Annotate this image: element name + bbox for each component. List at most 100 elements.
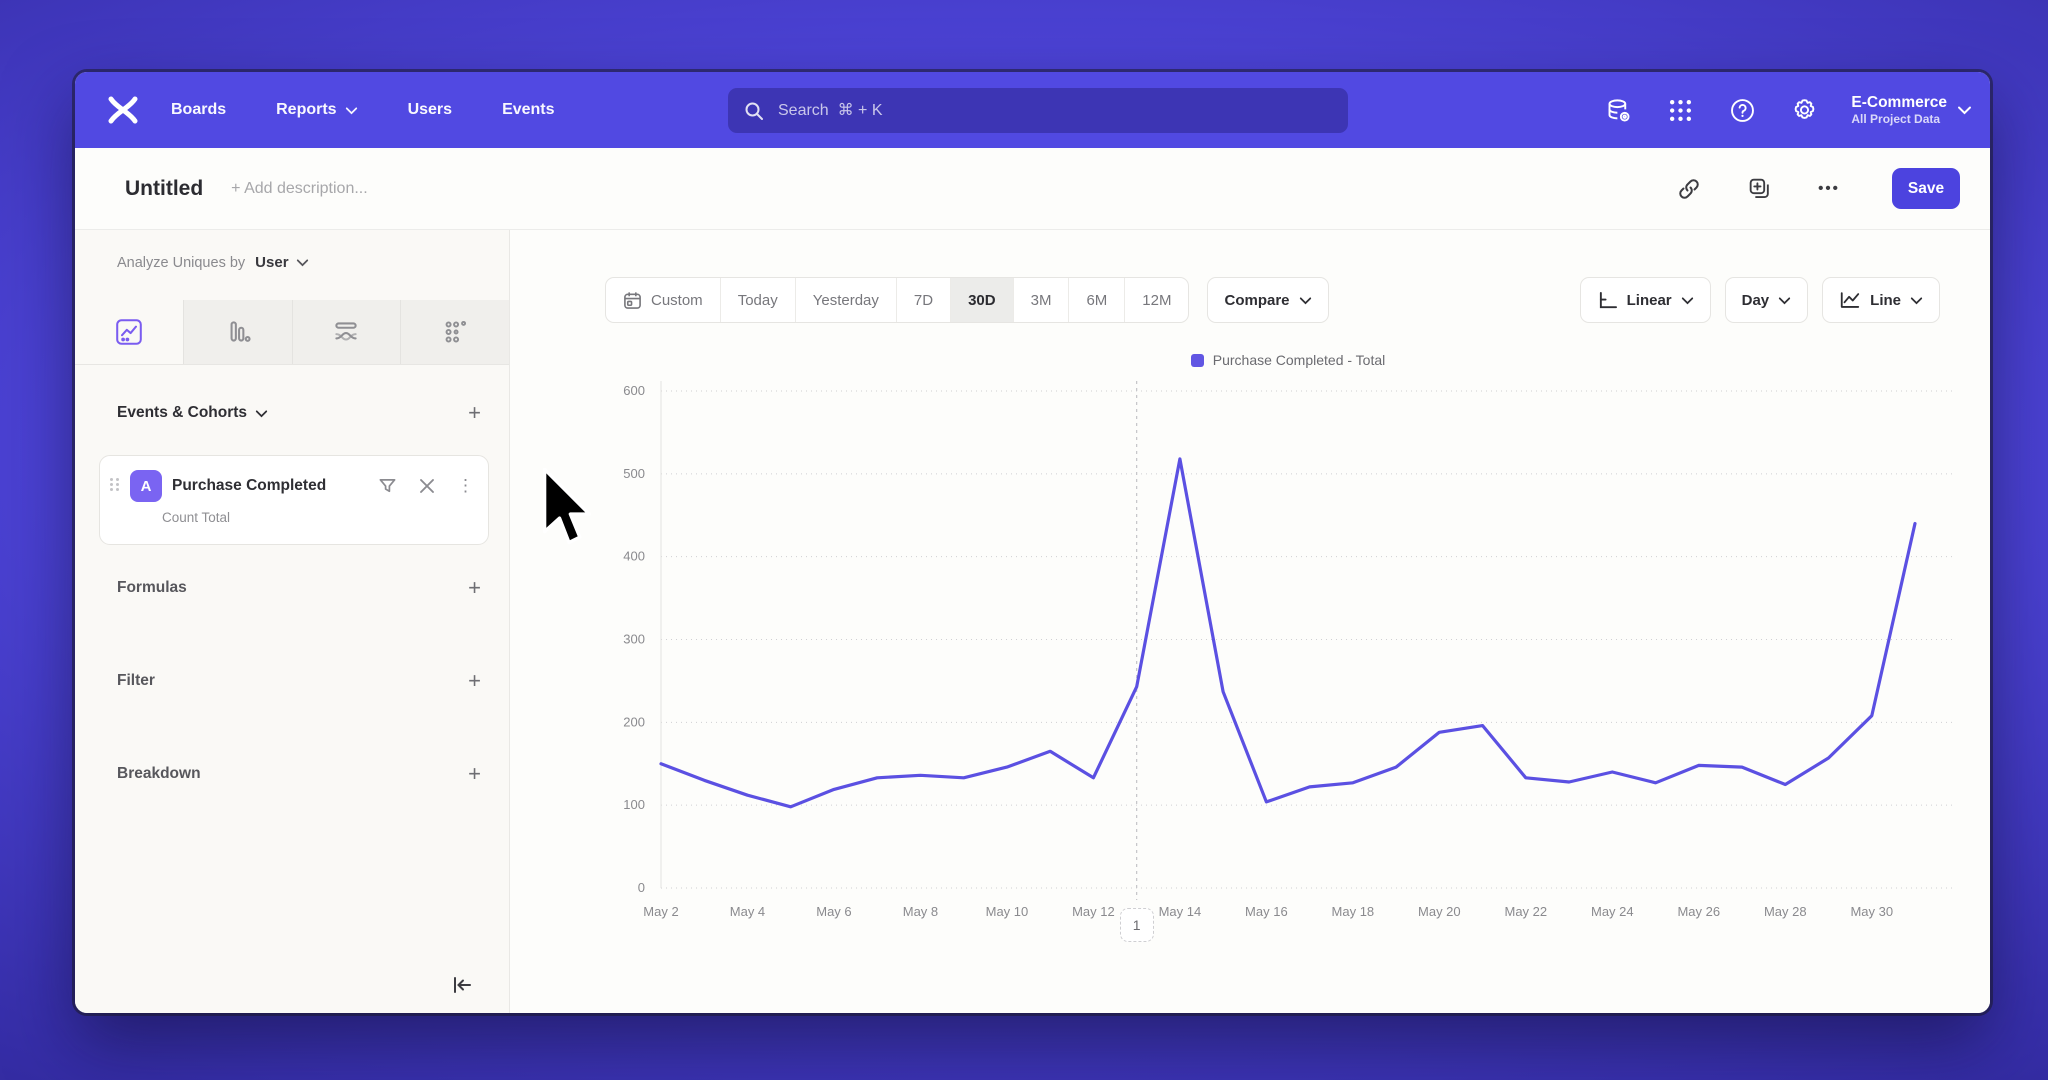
series-line[interactable] — [661, 459, 1915, 807]
tab-bar-chart[interactable] — [184, 300, 293, 364]
event-card[interactable]: A Purchase Completed ⋮ Count Total — [99, 455, 489, 545]
search-icon — [744, 101, 764, 121]
x-axis-tick: May 22 — [1505, 904, 1548, 919]
nav-item-label: Boards — [171, 101, 226, 119]
add-filter-button[interactable]: + — [468, 670, 481, 692]
x-axis-tick: May 24 — [1591, 904, 1634, 919]
chevron-down-icon — [1299, 296, 1312, 305]
project-switcher[interactable]: E-Commerce All Project Data — [1851, 94, 1972, 126]
linear-axis-icon — [1597, 291, 1618, 310]
chevron-down-icon — [1778, 296, 1791, 305]
settings-gear-icon[interactable] — [1789, 95, 1819, 125]
line-type-icon — [1839, 291, 1861, 310]
range-today[interactable]: Today — [721, 278, 796, 322]
header-actions: ••• Save — [1674, 168, 1960, 209]
query-sidebar: Analyze Uniques by User — [75, 230, 510, 1013]
nav-item-boards[interactable]: Boards — [171, 101, 226, 119]
compare-button[interactable]: Compare — [1207, 277, 1328, 323]
filter-header: Filter — [117, 672, 155, 690]
x-axis-tick: May 10 — [986, 904, 1029, 919]
chart-type-tabs — [75, 300, 509, 365]
range-yesterday[interactable]: Yesterday — [796, 278, 897, 322]
x-axis-tick: May 18 — [1332, 904, 1375, 919]
range-label: 6M — [1086, 292, 1107, 309]
range-custom[interactable]: Custom — [606, 278, 721, 322]
chevron-down-icon — [1957, 105, 1972, 115]
chart-legend[interactable]: Purchase Completed - Total — [661, 352, 1915, 368]
range-label: Yesterday — [813, 292, 879, 309]
range-7d[interactable]: 7D — [897, 278, 951, 322]
line-chart[interactable]: 0100200300400500600May 2May 4May 6May 8M… — [570, 370, 1990, 990]
range-label: 7D — [914, 292, 933, 309]
filter-funnel-icon[interactable] — [378, 477, 397, 496]
filter-section: Filter + — [117, 670, 481, 692]
nav-item-label: Users — [408, 101, 452, 119]
kebab-menu-icon[interactable]: ⋮ — [457, 476, 474, 496]
legend-swatch — [1191, 354, 1204, 367]
range-label: 12M — [1142, 292, 1171, 309]
events-cohorts-header[interactable]: Events & Cohorts — [117, 404, 268, 422]
top-nav: Boards Reports Users Events — [75, 72, 1990, 148]
scale-dropdown[interactable]: Linear — [1580, 277, 1711, 323]
range-label: Custom — [651, 292, 703, 309]
chart-type-dropdown[interactable]: Line — [1822, 277, 1940, 323]
add-breakdown-button[interactable]: + — [468, 763, 481, 785]
annotation-badge[interactable]: 1 — [1120, 908, 1154, 942]
tab-scatter[interactable] — [401, 300, 509, 364]
range-3m[interactable]: 3M — [1014, 278, 1070, 322]
save-button[interactable]: Save — [1892, 168, 1960, 209]
range-30d[interactable]: 30D — [951, 278, 1014, 322]
event-letter-badge: A — [130, 470, 162, 502]
range-12m[interactable]: 12M — [1125, 278, 1188, 322]
nav-items: Boards Reports Users Events — [171, 72, 555, 148]
search-bar[interactable] — [728, 88, 1348, 133]
interval-dropdown[interactable]: Day — [1725, 277, 1809, 323]
nav-item-events[interactable]: Events — [502, 101, 554, 119]
chevron-down-icon — [1681, 296, 1694, 305]
chevron-down-icon — [1910, 296, 1923, 305]
date-range-group: Custom Today Yesterday 7D 30D3M 6M 12M — [605, 277, 1189, 323]
nav-item-users[interactable]: Users — [408, 101, 452, 119]
bar-chart-icon — [223, 317, 253, 347]
add-event-button[interactable]: + — [468, 402, 481, 424]
analyze-value-dropdown[interactable]: User — [255, 254, 288, 271]
x-axis-tick: May 28 — [1764, 904, 1807, 919]
collapse-sidebar-icon[interactable] — [445, 970, 479, 1000]
analyze-label: Analyze Uniques by — [117, 255, 245, 271]
y-axis-tick: 500 — [623, 466, 645, 481]
project-name: E-Commerce — [1851, 94, 1947, 112]
add-formula-button[interactable]: + — [468, 577, 481, 599]
remove-event-icon[interactable] — [419, 478, 435, 494]
formulas-header: Formulas — [117, 579, 187, 597]
nav-item-label: Reports — [276, 101, 336, 119]
search-input[interactable] — [776, 101, 1332, 121]
x-axis-tick: May 12 — [1072, 904, 1115, 919]
drag-handle-icon[interactable] — [110, 478, 120, 494]
x-axis-tick: May 26 — [1677, 904, 1720, 919]
y-axis-tick: 400 — [623, 549, 645, 564]
chevron-down-icon — [345, 106, 358, 115]
more-options-button[interactable]: ••• — [1814, 174, 1844, 204]
events-cohorts-section: Events & Cohorts + — [117, 402, 481, 424]
nav-item-reports[interactable]: Reports — [276, 101, 357, 119]
chart-panel: Custom Today Yesterday 7D 30D3M 6M 12M Compare… — [510, 230, 1990, 1013]
data-management-icon[interactable] — [1603, 95, 1633, 125]
add-description-field[interactable]: + Add description... — [231, 180, 368, 198]
duplicate-icon[interactable] — [1744, 174, 1774, 204]
app-window: Boards Reports Users Events — [75, 72, 1990, 1013]
tab-insights-line[interactable] — [75, 300, 184, 364]
mixpanel-logo-icon[interactable] — [101, 90, 145, 130]
analyze-uniques-row: Analyze Uniques by User — [117, 254, 309, 271]
range-6m[interactable]: 6M — [1069, 278, 1125, 322]
scatter-icon — [440, 317, 470, 347]
ellipsis-icon: ••• — [1818, 180, 1840, 197]
x-axis-tick: May 6 — [816, 904, 851, 919]
breakdown-header: Breakdown — [117, 765, 201, 783]
tab-flow[interactable] — [293, 300, 402, 364]
report-title[interactable]: Untitled — [125, 177, 203, 201]
copy-link-icon[interactable] — [1674, 174, 1704, 204]
event-name[interactable]: Purchase Completed — [172, 477, 326, 495]
event-aggregation[interactable]: Count Total — [162, 510, 474, 525]
apps-grid-icon[interactable] — [1665, 95, 1695, 125]
help-icon[interactable] — [1727, 95, 1757, 125]
